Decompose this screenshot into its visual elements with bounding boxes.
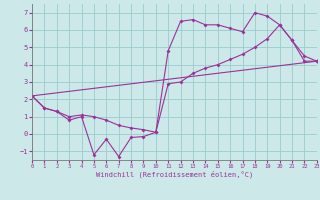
X-axis label: Windchill (Refroidissement éolien,°C): Windchill (Refroidissement éolien,°C)	[96, 171, 253, 178]
